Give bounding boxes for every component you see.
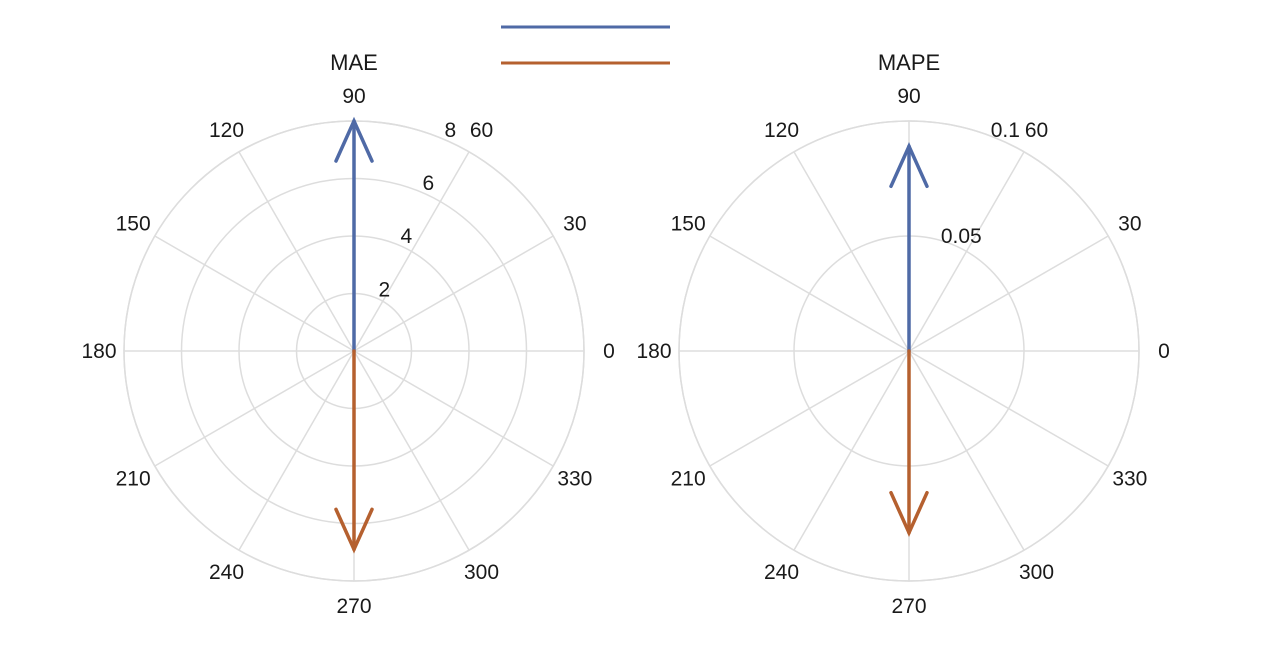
angular-gridline-150 bbox=[709, 235, 910, 352]
angle-tick-label: 210 bbox=[116, 468, 151, 491]
angle-tick-label: 180 bbox=[636, 340, 671, 363]
radial-tick-label: 4 bbox=[400, 225, 412, 248]
angle-tick-label: 240 bbox=[764, 561, 799, 584]
radial-tick-label: 2 bbox=[378, 278, 390, 301]
angular-gridline-120 bbox=[793, 151, 910, 352]
angle-tick-label: 240 bbox=[209, 561, 244, 584]
chart-title: MAPE bbox=[878, 50, 940, 75]
radial-tick-label: 0.05 bbox=[941, 225, 982, 248]
vector-arrowhead-2 bbox=[334, 507, 374, 554]
angular-gridline-210 bbox=[154, 350, 355, 467]
angle-tick-label: 330 bbox=[1112, 468, 1147, 491]
angle-tick-label: 270 bbox=[891, 595, 926, 618]
angular-gridline-60 bbox=[353, 151, 470, 352]
vector-arrowhead-2 bbox=[889, 490, 929, 537]
angle-tick-label: 330 bbox=[557, 468, 592, 491]
angular-gridline-30 bbox=[908, 235, 1109, 352]
angular-gridline-300 bbox=[908, 350, 1025, 551]
angle-tick-label: 270 bbox=[336, 595, 371, 618]
angular-gridline-240 bbox=[793, 350, 910, 551]
angle-tick-label: 60 bbox=[470, 119, 493, 142]
angle-tick-label: 210 bbox=[671, 468, 706, 491]
angle-tick-label: 300 bbox=[464, 561, 499, 584]
vector-arrowhead-1 bbox=[889, 142, 929, 189]
angle-tick-label: 90 bbox=[897, 85, 920, 108]
angle-tick-label: 180 bbox=[81, 340, 116, 363]
radial-tick-label: 0.1 bbox=[991, 119, 1020, 142]
angle-tick-label: 30 bbox=[563, 213, 586, 236]
angular-gridline-150 bbox=[154, 235, 355, 352]
angular-gridline-210 bbox=[709, 350, 910, 467]
angle-tick-label: 300 bbox=[1019, 561, 1054, 584]
radial-tick-label: 6 bbox=[422, 172, 434, 195]
angular-gridline-330 bbox=[908, 350, 1109, 467]
angular-gridline-60 bbox=[908, 151, 1025, 352]
angular-gridline-30 bbox=[353, 235, 554, 352]
angular-gridline-330 bbox=[353, 350, 554, 467]
angle-tick-label: 0 bbox=[1158, 340, 1170, 363]
vector-arrowhead-1 bbox=[334, 116, 374, 163]
angle-tick-label: 60 bbox=[1025, 119, 1048, 142]
angle-tick-label: 30 bbox=[1118, 213, 1141, 236]
angle-tick-label: 150 bbox=[116, 213, 151, 236]
angular-gridline-120 bbox=[238, 151, 355, 352]
radial-tick-label: 8 bbox=[444, 119, 456, 142]
angle-tick-label: 150 bbox=[671, 213, 706, 236]
angle-tick-label: 120 bbox=[209, 119, 244, 142]
legend bbox=[501, 25, 670, 65]
chart-title: MAE bbox=[330, 50, 378, 75]
angular-gridline-300 bbox=[353, 350, 470, 551]
polar-panel-mape: MAPE 0 30 60 90 120 150 180 210 240 270 300 330 0.05 0… bbox=[636, 50, 1169, 618]
angular-gridline-240 bbox=[238, 350, 355, 551]
angle-tick-label: 120 bbox=[764, 119, 799, 142]
angle-tick-label: 90 bbox=[342, 85, 365, 108]
polar-panel-mae: MAE 0 30 60 90 120 150 180 210 240 270 300 330 2 4 6 8 bbox=[81, 50, 614, 618]
angle-tick-label: 0 bbox=[603, 340, 615, 363]
